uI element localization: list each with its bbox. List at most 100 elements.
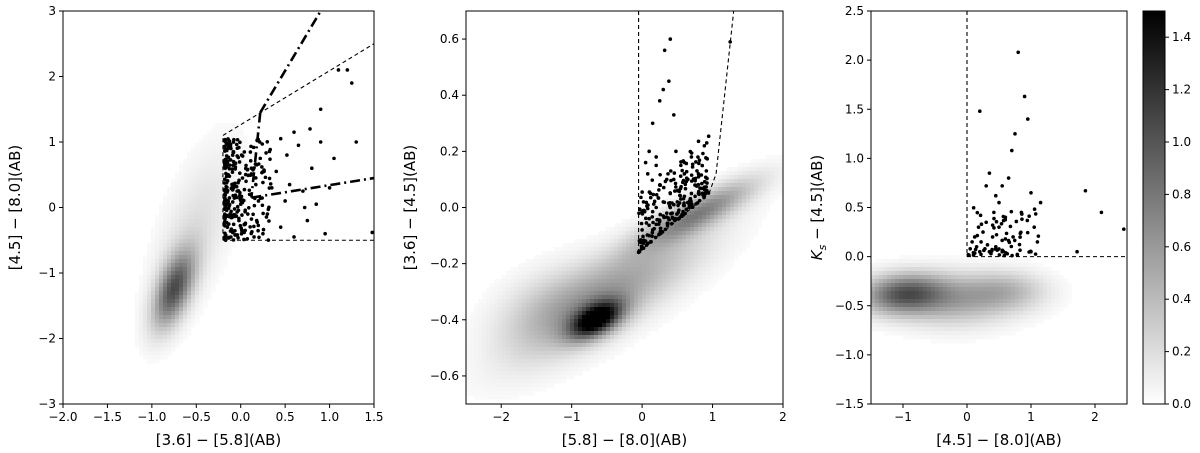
density-cell <box>526 391 531 396</box>
density-cell <box>1055 303 1060 308</box>
density-cell <box>219 211 224 216</box>
density-cell <box>522 319 527 324</box>
density-cell <box>923 295 928 300</box>
density-cell <box>243 139 248 144</box>
density-cell <box>167 259 172 264</box>
density-cell <box>167 239 172 244</box>
density-cell <box>199 259 204 264</box>
density-cell <box>574 243 579 248</box>
density-cell <box>598 255 603 260</box>
density-cell <box>626 303 631 308</box>
density-cell <box>558 255 563 260</box>
density-cell <box>558 323 563 328</box>
density-cell <box>662 247 667 252</box>
density-cell <box>879 319 884 324</box>
density-cell <box>151 239 156 244</box>
data-point <box>985 243 990 247</box>
density-cell <box>594 291 599 296</box>
density-cell <box>534 355 539 360</box>
density-cell <box>582 279 587 284</box>
density-cell <box>151 359 156 364</box>
density-cell <box>883 331 888 336</box>
density-cell <box>674 251 679 256</box>
data-point <box>682 172 687 176</box>
density-cell <box>750 207 755 212</box>
density-cell <box>554 315 559 320</box>
density-cell <box>574 263 579 268</box>
density-cell <box>634 267 639 272</box>
x-axis-label: [5.8] − [8.0](AB) <box>562 431 687 449</box>
density-cell <box>482 331 487 336</box>
data-point <box>265 212 270 216</box>
density-cell <box>502 391 507 396</box>
density-cell <box>562 255 567 260</box>
density-cell <box>562 303 567 308</box>
density-cell <box>478 339 483 344</box>
density-cell <box>891 259 896 264</box>
density-cell <box>678 203 683 208</box>
density-cell <box>650 303 655 308</box>
density-cell <box>879 271 884 276</box>
density-cell <box>883 315 888 320</box>
density-cell <box>550 279 555 284</box>
density-cell <box>175 251 180 256</box>
data-point <box>670 201 674 205</box>
density-cell <box>967 271 972 276</box>
density-cell <box>674 307 679 312</box>
density-cell <box>630 227 635 232</box>
density-cell <box>542 355 547 360</box>
density-cell <box>718 239 723 244</box>
density-cell <box>151 247 156 252</box>
density-cell <box>231 147 236 152</box>
density-cell <box>490 375 495 380</box>
density-cell <box>702 203 707 208</box>
density-cell <box>614 307 619 312</box>
density-cell <box>482 299 487 304</box>
density-cell <box>239 183 244 188</box>
density-cell <box>219 139 224 144</box>
density-cell <box>999 327 1004 332</box>
density-cell <box>167 235 172 240</box>
density-cell <box>191 283 196 288</box>
density-cell <box>678 247 683 252</box>
density-cell <box>175 191 180 196</box>
data-point <box>234 142 239 147</box>
density-cell <box>179 291 184 296</box>
data-point <box>975 233 980 238</box>
density-cell <box>139 283 144 288</box>
density-cell <box>570 343 575 348</box>
density-cell <box>694 191 699 196</box>
density-cell <box>634 279 639 284</box>
density-cell <box>1031 299 1036 304</box>
data-point <box>232 137 236 142</box>
density-cell <box>963 327 968 332</box>
density-cell <box>634 323 639 328</box>
data-point <box>647 190 652 194</box>
density-cell <box>478 299 483 304</box>
density-cell <box>195 163 200 168</box>
density-cell <box>674 255 679 260</box>
density-cell <box>530 371 535 376</box>
density-cell <box>590 251 595 256</box>
density-cell <box>943 339 948 344</box>
density-cell <box>171 227 176 232</box>
density-cell <box>574 247 579 252</box>
data-point <box>677 189 682 194</box>
density-cell <box>147 267 152 272</box>
density-cell <box>167 279 172 284</box>
data-point <box>349 81 354 85</box>
density-cell <box>875 311 880 316</box>
density-cell <box>598 239 603 244</box>
data-point <box>1075 249 1079 254</box>
density-cell <box>211 199 216 204</box>
data-point <box>662 215 666 220</box>
density-cell <box>650 247 655 252</box>
density-cell <box>642 263 647 268</box>
density-cell <box>770 187 775 192</box>
density-cell <box>518 347 523 352</box>
density-cell <box>742 199 747 204</box>
density-cell <box>215 151 220 156</box>
density-cell <box>183 299 188 304</box>
plot-area <box>135 11 374 364</box>
density-cell <box>662 279 667 284</box>
